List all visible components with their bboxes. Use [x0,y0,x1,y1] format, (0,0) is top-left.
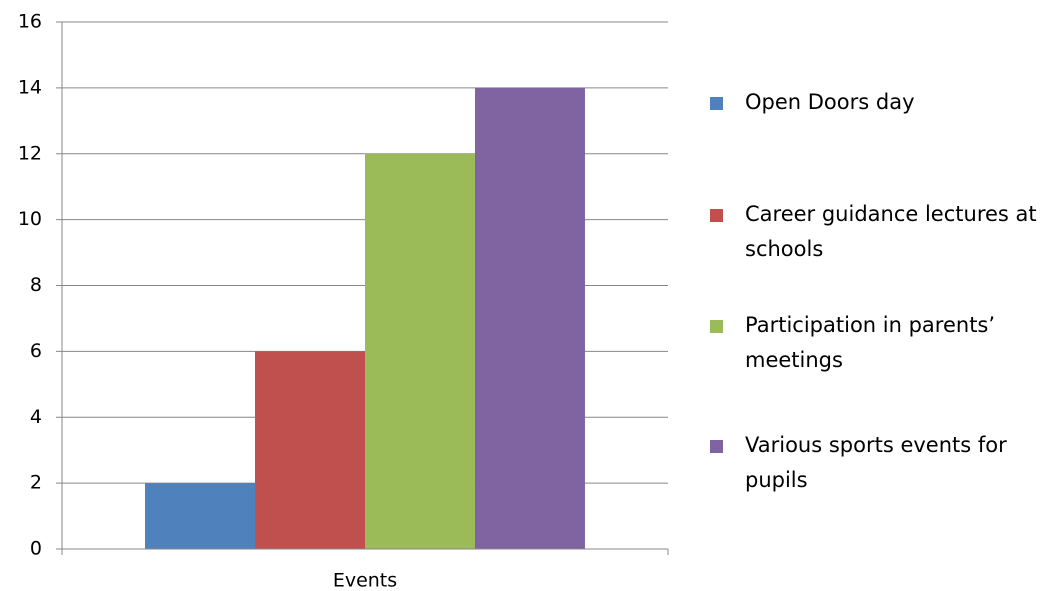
y-tick-label: 0 [30,538,42,560]
legend-label: Various sports events for pupils [745,433,1007,492]
legend-swatch [710,440,723,453]
legend-swatch [710,209,723,222]
y-tick-label: 12 [18,142,42,164]
legend-swatch [710,320,723,333]
y-tick-label: 6 [30,340,42,362]
y-tick-label: 8 [30,274,42,296]
legend-item: Various sports events for pupils [710,428,1045,498]
y-tick-label: 4 [30,406,42,428]
legend-label: Career guidance lectures at schools [745,202,1037,261]
legend-item: Participation in parents’ meetings [710,308,1045,378]
legend-label: Participation in parents’ meetings [745,313,996,372]
y-tick-label: 16 [18,11,42,33]
bar [145,483,256,549]
bar [474,87,585,549]
legend-item: Career guidance lectures at schools [710,197,1045,267]
bar [255,351,365,549]
legend-swatch [710,97,723,110]
y-tick-label: 14 [18,76,42,98]
y-tick-label: 2 [30,472,42,494]
x-tick-label: Events [333,570,397,591]
legend-item: Open Doors day [710,85,1045,120]
y-tick-label: 10 [18,208,42,230]
legend-label: Open Doors day [745,90,915,114]
bar [365,153,475,549]
